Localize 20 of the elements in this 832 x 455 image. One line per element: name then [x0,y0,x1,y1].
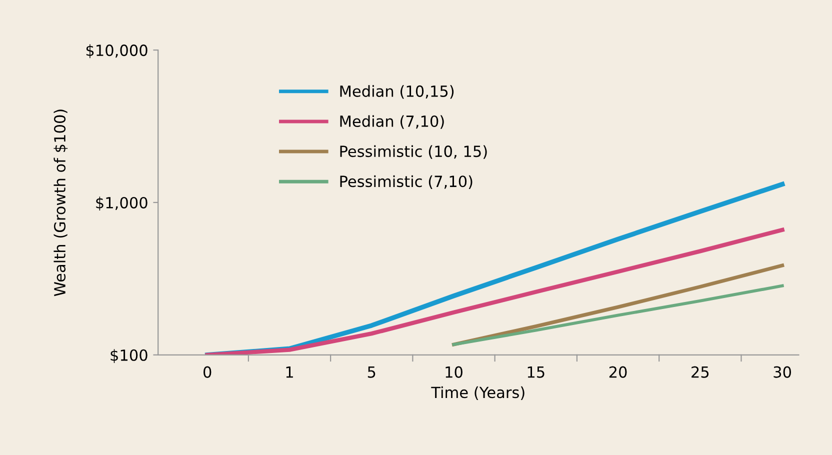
x-tick-label: 25 [692,366,709,378]
x-tick-label: 30 [774,366,791,378]
y-tick-label: $1,000 [96,196,148,211]
legend-label: Pessimistic (7,10) [340,175,472,189]
x-tick-label: 15 [528,366,544,378]
x-axis-title: Time (Years) [431,386,524,400]
line-series [205,228,784,355]
x-tick-label: 5 [368,366,376,378]
y-axis-title: Wealth (Growth of $100) [54,110,68,296]
line-series [452,284,784,346]
legend-label: Median (7,10) [340,115,444,129]
x-tick-label: 0 [204,366,212,378]
line-series [452,264,784,346]
legend-label: Median (10,15) [340,85,454,99]
legend-label: Pessimistic (10, 15) [340,145,487,159]
y-tick-label: $100 [110,349,148,363]
y-tick-label: $10,000 [86,44,148,58]
x-tick-label: 20 [609,366,627,378]
x-tick-label: 1 [286,366,293,378]
x-tick-label: 10 [446,366,462,378]
